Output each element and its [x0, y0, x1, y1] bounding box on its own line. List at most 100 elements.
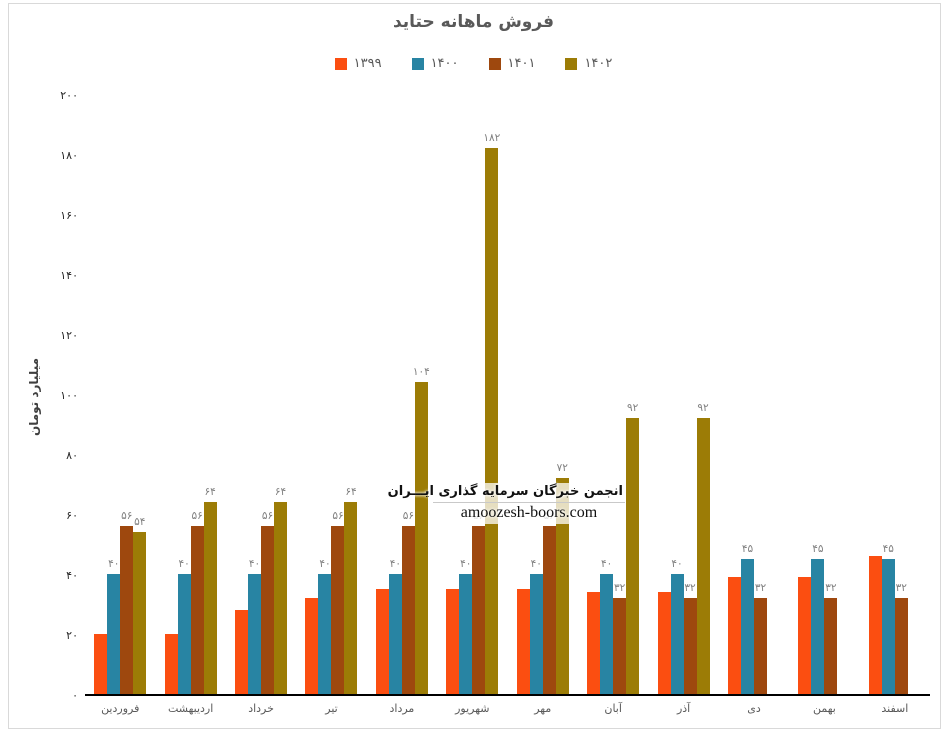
x-axis-label-بهمن: بهمن	[812, 702, 836, 715]
bar-۱۴۰۲-آبان	[626, 418, 640, 694]
x-axis-labels: فروردین اردیبهشت خرداد تیر مرداد شهریور مهر آبا…	[85, 702, 930, 715]
bar-data-label: ۴۵	[741, 543, 754, 555]
legend-item-3[interactable]: ۱۴۰۱	[488, 56, 536, 71]
y-tick-label: ۱۸۰	[60, 149, 78, 162]
bar-۱۳۹۹-اسفند	[868, 556, 882, 694]
bar-group-شهریور: ۴۰۵۶۱۸۲	[437, 96, 507, 694]
legend-swatch	[565, 57, 578, 70]
bar-data-label: ۴۰	[178, 558, 190, 570]
legend-label: ۱۴۰۱	[507, 56, 536, 71]
chart-legend: ۱۳۹۹ ۱۴۰۰ ۱۴۰۱ ۱۴۰۲	[0, 56, 947, 71]
bar-group-مهر: ۴۰۵۶۷۲	[508, 96, 578, 694]
y-tick-label: ۴۰	[66, 569, 78, 582]
legend-item-2[interactable]: ۱۴۰۰	[411, 56, 459, 71]
x-axis-label-فروردین: فروردین	[101, 702, 140, 715]
bar-۱۴۰۲-مهر	[555, 478, 569, 694]
bar-data-label: ۷۲	[556, 462, 568, 474]
bar-data-label: ۳۲	[754, 582, 767, 594]
bar-۱۴۰۲-شهریور	[485, 148, 499, 694]
bar-group-بهمن: ۴۵ ۳۲	[789, 96, 859, 694]
legend-label: ۱۴۰۰	[430, 56, 459, 71]
bar-data-label: ۳۲	[684, 582, 696, 594]
bar-data-label: ۵۶	[402, 510, 414, 522]
bar-data-label: ۵۶	[332, 510, 344, 522]
bar-data-label: ۹۲	[626, 402, 639, 414]
bar-۱۴۰۲-آذر	[696, 418, 710, 694]
legend-swatch	[334, 57, 347, 70]
legend-label: ۱۳۹۹	[353, 56, 382, 71]
bar-data-label: ۴۰	[319, 558, 331, 570]
bar-data-label: ۶۴	[345, 486, 357, 498]
watermark-divider	[433, 502, 625, 503]
bar-۱۳۹۹-فروردین	[94, 634, 108, 694]
bar-data-label: ۹۲	[697, 402, 709, 414]
bar-data-label: ۳۲	[613, 582, 626, 594]
legend-swatch	[488, 57, 501, 70]
legend-swatch	[411, 57, 424, 70]
y-tick-label: ۱۴۰	[60, 269, 78, 282]
bar-۱۴۰۱-تیر	[331, 526, 345, 694]
y-tick-label: ۸۰	[66, 449, 78, 462]
bar-data-label: ۴۰	[530, 558, 542, 570]
bar-۱۴۰۱-مهر	[542, 526, 556, 694]
bar-۱۴۰۰-مرداد	[388, 574, 402, 694]
bar-data-label: ۴۰	[600, 558, 613, 570]
bar-۱۳۹۹-آبان	[587, 592, 601, 694]
bar-۱۴۰۲-مرداد	[414, 382, 428, 694]
bar-data-label: ۴۰	[389, 558, 401, 570]
bar-۱۴۰۱-دی	[753, 598, 767, 694]
bar-۱۴۰۰-آذر	[670, 574, 684, 694]
bar-۱۴۰۰-آبان	[600, 574, 614, 694]
bar-group-مرداد: ۴۰ ۵۶ ۱۰۴	[367, 96, 437, 694]
bar-data-label: ۱۸۲	[483, 132, 501, 144]
bar-۱۴۰۰-بهمن	[811, 559, 825, 694]
bar-۱۴۰۰-فروردین	[107, 574, 121, 694]
bar-۱۴۰۱-بهمن	[824, 598, 838, 694]
bar-۱۳۹۹-شهریور	[446, 589, 460, 694]
bar-data-label: ۴۰	[248, 558, 261, 570]
bar-data-label: ۵۴	[134, 516, 146, 528]
legend-label: ۱۴۰۲	[584, 56, 613, 71]
watermark-text-fa: انجمن خبرگان سرمایه گذاری ایـــران	[387, 484, 623, 499]
bar-۱۳۹۹-مرداد	[375, 589, 389, 694]
chart-title: فروش ماهانه حتاید	[392, 12, 555, 32]
bar-۱۴۰۰-خرداد	[248, 574, 262, 694]
bar-data-label: ۴۰	[108, 558, 120, 570]
y-tick-label: ۲۰	[66, 629, 78, 642]
y-tick-label: ۶۰	[66, 509, 78, 522]
bar-۱۴۰۱-شهریور	[472, 526, 486, 694]
bar-۱۴۰۲-خرداد	[274, 502, 288, 694]
bar-۱۳۹۹-اردیبهشت	[164, 634, 178, 694]
bar-group-آبان: ۴۰ ۳۲ ۹۲	[578, 96, 648, 694]
bar-data-label: ۶۴	[204, 486, 216, 498]
y-tick-label: ۲۰۰	[60, 89, 78, 102]
bar-data-label: ۴۰	[671, 558, 683, 570]
bar-data-label: ۳۲	[895, 582, 907, 594]
x-axis-label-تیر: تیر	[325, 702, 338, 715]
bar-۱۴۰۰-دی	[740, 559, 754, 694]
legend-item-1[interactable]: ۱۳۹۹	[334, 56, 382, 71]
bar-group-تیر: ۴۰ ۵۶ ۶۴	[296, 96, 366, 694]
bar-۱۴۰۱-مرداد	[401, 526, 415, 694]
bar-۱۴۰۲-تیر	[344, 502, 358, 694]
y-tick-label: ۱۲۰	[60, 329, 78, 342]
legend-item-4[interactable]: ۱۴۰۲	[565, 56, 612, 71]
x-axis-label-مهر: مهر	[534, 702, 552, 715]
bar-data-label: ۴۵	[882, 543, 894, 555]
watermark: انجمن خبرگان سرمایه گذاری ایـــران amooz…	[387, 483, 625, 524]
y-tick-label: ۰	[72, 689, 78, 702]
bar-۱۴۰۰-اسفند	[881, 559, 895, 694]
bar-۱۴۰۰-مهر	[529, 574, 543, 694]
bar-۱۴۰۰-تیر	[318, 574, 332, 694]
x-axis-label-مرداد: مرداد	[389, 702, 415, 715]
x-axis-label-آبان: آبان	[604, 702, 622, 715]
bar-۱۴۰۱-فروردین	[120, 526, 134, 694]
bar-data-label: ۳۲	[825, 582, 837, 594]
bar-۱۳۹۹-دی	[727, 577, 741, 694]
x-axis-label-خرداد: خرداد	[248, 702, 274, 715]
bar-group-خرداد: ۴۰ ۵۶ ۶۴	[226, 96, 296, 694]
watermark-text-en: amoozesh-boors.com	[460, 504, 598, 521]
bar-data-label: ۵۶	[261, 510, 274, 522]
plot-area: ۴۰۵۶۵۴۴۰۵۶۶۴۴۰۵۶۶۴۴۰۵۶۶۴۴۰۵۶۱۰۴۴۰۵۶۱۸۲۴۰…	[85, 96, 930, 696]
